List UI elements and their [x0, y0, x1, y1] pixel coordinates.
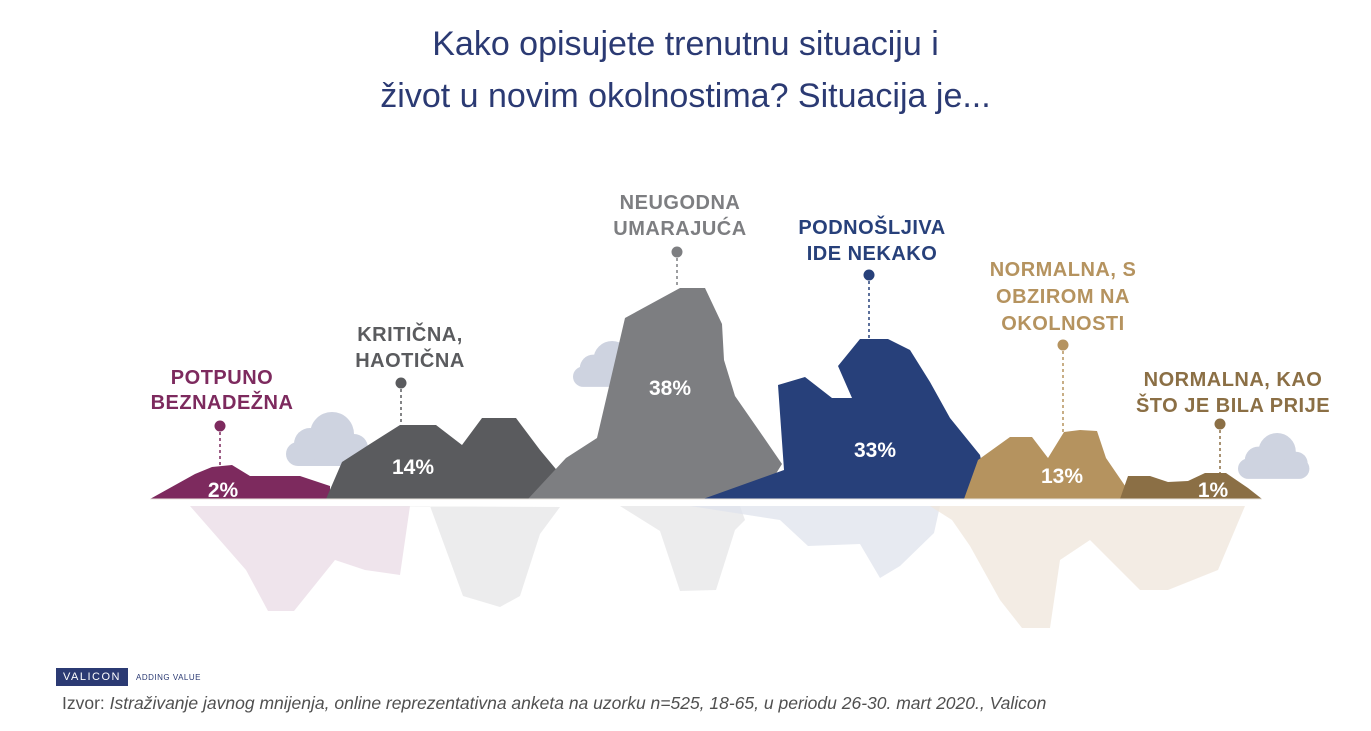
chart-title-line-2: život u novim okolnostima? Situacija je.… [380, 77, 991, 115]
label-layer: POTPUNO BEZNADEŽNA KRITIČNA, HAOTIČNA NEUGOD… [151, 192, 1330, 502]
source-note: Izvor: Istraživanje javnog mnijenja, onl… [62, 693, 1046, 714]
value-label-podnosljiva: 33% [854, 439, 896, 462]
leader-dot-normalna_kao [1214, 418, 1226, 430]
leader-dot-potpuno [214, 420, 226, 432]
mountain-normalna_kao [1120, 473, 1262, 499]
mountain-potpuno [150, 465, 330, 499]
reflection-normalna [930, 506, 1245, 628]
source-text: Istraživanje javnog mnijenja, online rep… [109, 693, 1047, 713]
leader-layer [214, 246, 1226, 473]
leader-dot-kriticna [395, 377, 407, 389]
reflection-layer [190, 506, 1245, 628]
leader-dot-podnosljiva [863, 269, 875, 281]
reflection-neugodna [515, 506, 745, 591]
value-label-kriticna: 14% [392, 456, 434, 479]
mountain-layer [150, 288, 1262, 500]
cloud-icon [1238, 433, 1310, 479]
brand-tagline: ADDING VALUE [135, 672, 201, 682]
chart-title-line-1: Kako opisujete trenutnu situaciju i [432, 25, 939, 63]
reflection-kriticna [380, 506, 560, 607]
mountain-podnosljiva [703, 339, 990, 499]
category-label-normalna_kao: NORMALNA, KAO ŠTO JE BILA PRIJE [1136, 369, 1330, 417]
reflection-potpuno [190, 506, 410, 611]
mountain-kriticna [326, 418, 560, 499]
leader-dot-normalna_s [1057, 339, 1069, 351]
brand-logo: VALICON ADDING VALUE [56, 668, 201, 686]
category-label-normalna_s: NORMALNA, S OBZIROM NA OKOLNOSTI [990, 259, 1137, 335]
leader-dot-neugodna [671, 246, 683, 258]
mountain-neugodna [528, 288, 782, 499]
value-label-potpuno: 2% [208, 479, 239, 502]
source-prefix: Izvor: [62, 693, 110, 713]
category-label-potpuno: POTPUNO BEZNADEŽNA [151, 367, 294, 414]
mountain-normalna_s [964, 430, 1134, 499]
brand-name: VALICON [56, 668, 128, 686]
value-label-normalna_kao: 1% [1198, 479, 1229, 502]
category-label-neugodna: NEUGODNA UMARAJUĆA [613, 192, 746, 240]
chart-title: Kako opisujete trenutnu situaciju i živo… [0, 18, 1371, 122]
value-label-neugodna: 38% [649, 377, 691, 400]
reflection-podnosljiva [690, 506, 940, 578]
value-label-normalna_s: 13% [1041, 465, 1083, 488]
category-label-podnosljiva: PODNOŠLJIVA IDE NEKAKO [798, 215, 945, 265]
category-label-kriticna: KRITIČNA, HAOTIČNA [355, 322, 465, 372]
